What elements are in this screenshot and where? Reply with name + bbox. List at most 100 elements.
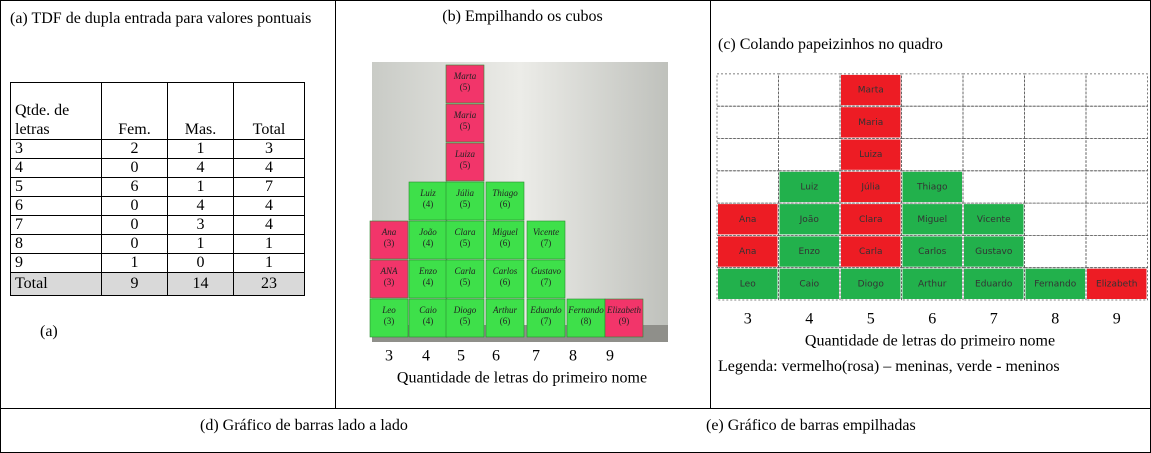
cube-count: (7) <box>541 316 552 326</box>
cube-count: (3) <box>384 238 395 248</box>
x-tick-label: 3 <box>385 348 393 365</box>
cube-name: Marta <box>453 71 477 81</box>
cube-name: Diogo <box>453 305 477 315</box>
cube-count: (7) <box>541 238 552 248</box>
cube-count: (4) <box>423 199 434 209</box>
cube-count: (5) <box>460 121 471 131</box>
grid-cell <box>779 106 841 138</box>
cube-count: (5) <box>460 82 471 92</box>
paper-name: Clara <box>859 215 883 225</box>
grid-cell <box>902 139 964 171</box>
cube-name: João <box>419 227 437 237</box>
grid-cell <box>779 74 841 106</box>
paper-name: Luiza <box>859 150 882 160</box>
cube-count: (6) <box>500 199 511 209</box>
grid-cell <box>717 106 779 138</box>
paper-name: Fernando <box>1034 279 1076 289</box>
paper-name: João <box>799 215 820 225</box>
grid-cell <box>1086 139 1148 171</box>
x-tick-label: 9 <box>1113 311 1121 328</box>
x-tick-label: 5 <box>457 348 465 365</box>
cube-name: Vicente <box>533 227 559 237</box>
paper-name: Enzo <box>798 247 820 257</box>
grid-cell <box>717 171 779 203</box>
x-tick-label: 5 <box>867 311 875 328</box>
grid-cell <box>1025 74 1087 106</box>
x-tick-label: 6 <box>928 311 936 328</box>
paper-name: Luiz <box>800 182 818 192</box>
grid-cell <box>779 139 841 171</box>
paper-name: Maria <box>858 118 883 128</box>
cube-count: (4) <box>423 238 434 248</box>
grid-cell <box>717 74 779 106</box>
cube-name: Maria <box>453 110 477 120</box>
cube-name: Leo <box>381 305 396 315</box>
x-tick-label: 7 <box>532 348 540 365</box>
grid-cell <box>1086 235 1148 267</box>
paper-name: Eduardo <box>975 279 1013 289</box>
grid-cell <box>717 139 779 171</box>
cube-count: (3) <box>384 316 395 326</box>
cube-name: Ana <box>381 227 397 237</box>
grid-cell <box>1025 203 1087 235</box>
paper-name: Carlos <box>918 247 947 257</box>
paper-name: Vicente <box>977 215 1011 225</box>
paper-name: Arthur <box>918 279 947 289</box>
grid-cell <box>902 106 964 138</box>
x-tick-label: 8 <box>1051 311 1059 328</box>
x-tick-label: 9 <box>606 348 614 365</box>
drawings: Leo(3)ANA(3)Ana(3)Caio(4)Enzo(4)João(4)L… <box>0 0 1151 408</box>
paper-name: Elizabeth <box>1096 279 1137 289</box>
cube-count: (7) <box>541 277 552 287</box>
cube-name: Caio <box>419 305 437 315</box>
paper-name: Diogo <box>858 279 885 289</box>
x-tick-label: 4 <box>805 311 813 328</box>
cube-name: Clara <box>454 227 476 237</box>
paper-name: Marta <box>858 86 884 96</box>
paper-name: Miguel <box>917 215 947 225</box>
paper-name: Caio <box>799 279 819 289</box>
paper-name: Leo <box>740 279 756 289</box>
cube-name: Carla <box>454 266 476 276</box>
paper-name: Gustavo <box>975 247 1013 257</box>
grid-cell <box>963 171 1025 203</box>
x-tick-label: 4 <box>422 348 430 365</box>
paper-name: Carla <box>859 247 883 257</box>
x-axis-label: Quantidade de letras do primeiro nome <box>805 333 1055 350</box>
cube-count: (9) <box>619 316 630 326</box>
cube-name: Eduardo <box>529 305 562 315</box>
cube-count: (4) <box>423 277 434 287</box>
cube-name: Fernando <box>567 305 604 315</box>
paper-name: Ana <box>739 247 756 257</box>
grid-cell <box>963 74 1025 106</box>
x-tick-label: 6 <box>492 348 500 365</box>
grid-cell <box>902 74 964 106</box>
cube-name: Carlos <box>493 266 518 276</box>
grid-cell <box>1086 74 1148 106</box>
cube-name: Arthur <box>492 305 518 315</box>
cube-name: ANA <box>380 266 399 276</box>
cube-count: (4) <box>423 316 434 326</box>
cube-name: Miguel <box>491 227 518 237</box>
cube-count: (3) <box>384 277 395 287</box>
cube-name: Gustavo <box>531 266 561 276</box>
x-tick-label: 7 <box>990 311 998 328</box>
cube-count: (5) <box>460 160 471 170</box>
grid-cell <box>1086 203 1148 235</box>
grid-cell <box>1025 171 1087 203</box>
grid-cell <box>1025 235 1087 267</box>
figure: (a) TDF de dupla entrada para valores po… <box>0 0 1151 453</box>
paper-name: Thiago <box>916 182 948 192</box>
cube-count: (8) <box>581 316 592 326</box>
cube-name: Júlia <box>456 188 474 198</box>
border <box>0 408 1151 409</box>
cube-count: (6) <box>500 316 511 326</box>
cube-name: Luiz <box>419 188 436 198</box>
grid-cell <box>1025 106 1087 138</box>
grid-cell <box>963 106 1025 138</box>
caption: (e) Gráfico de barras empilhadas <box>706 417 916 435</box>
x-tick-label: 3 <box>744 311 752 328</box>
grid-cell <box>1086 106 1148 138</box>
grid-cell <box>1086 171 1148 203</box>
paper-name: Ana <box>739 215 756 225</box>
